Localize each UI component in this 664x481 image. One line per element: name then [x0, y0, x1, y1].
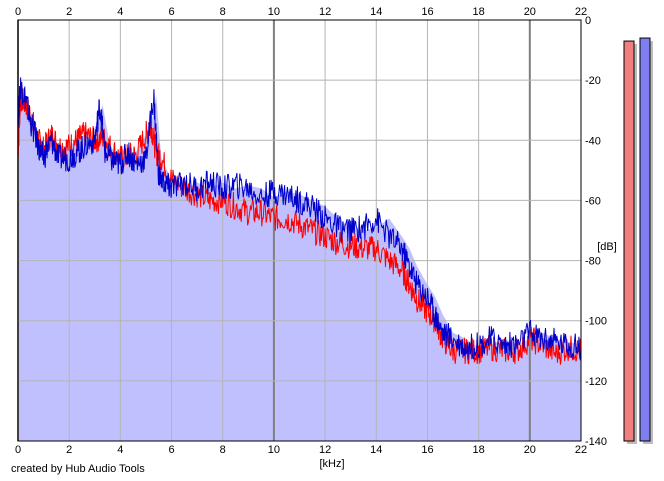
- y-tick-label: 0: [585, 15, 591, 27]
- y-tick-label: -60: [585, 195, 601, 207]
- x-tick-label-top: 16: [421, 6, 433, 18]
- x-tick-label-top: 22: [575, 6, 587, 18]
- x-tick-label-top: 6: [168, 6, 174, 18]
- x-tick-label-top: 20: [524, 6, 536, 18]
- x-tick-label-bottom: 12: [319, 444, 331, 456]
- x-tick-label-top: 12: [319, 6, 331, 18]
- credit-text: created by Hub Audio Tools: [11, 463, 145, 475]
- x-tick-label-top: 0: [15, 6, 21, 18]
- x-tick-label-bottom: 4: [117, 444, 123, 456]
- series-group: [17, 19, 582, 442]
- level-meters: [623, 37, 653, 445]
- y-axis-label: [dB]: [597, 241, 617, 253]
- x-tick-label-top: 8: [220, 6, 226, 18]
- x-tick-label-bottom: 14: [370, 444, 382, 456]
- series-line-1: [17, 77, 582, 361]
- x-tick-label-bottom: 8: [220, 444, 226, 456]
- plot-border: [17, 19, 582, 442]
- x-tick-label-top: 14: [370, 6, 382, 18]
- x-tick-label-top: 2: [66, 6, 72, 18]
- x-tick-label-bottom: 16: [421, 444, 433, 456]
- level-meter-bar: [639, 37, 651, 442]
- y-tick-label: -80: [585, 256, 601, 268]
- x-tick-label-bottom: 18: [473, 444, 485, 456]
- x-tick-label-top: 10: [268, 6, 280, 18]
- x-tick-label-bottom: 10: [268, 444, 280, 456]
- x-tick-label-bottom: 6: [168, 444, 174, 456]
- y-tick-label: -140: [585, 436, 607, 448]
- y-tick-label: -100: [585, 316, 607, 328]
- y-tick-label: -120: [585, 376, 607, 388]
- x-tick-label-bottom: 22: [575, 444, 587, 456]
- x-tick-label-top: 4: [117, 6, 123, 18]
- y-tick-label: -40: [585, 135, 601, 147]
- y-tick-label: -20: [585, 75, 601, 87]
- x-tick-label-bottom: 0: [15, 444, 21, 456]
- x-tick-label-top: 18: [473, 6, 485, 18]
- x-tick-label-bottom: 20: [524, 444, 536, 456]
- tick-labels: 002244668810101212141416161818202022220-…: [15, 6, 607, 456]
- level-meter-bar: [623, 40, 635, 442]
- x-axis-label: [kHz]: [319, 458, 344, 470]
- x-tick-label-bottom: 2: [66, 444, 72, 456]
